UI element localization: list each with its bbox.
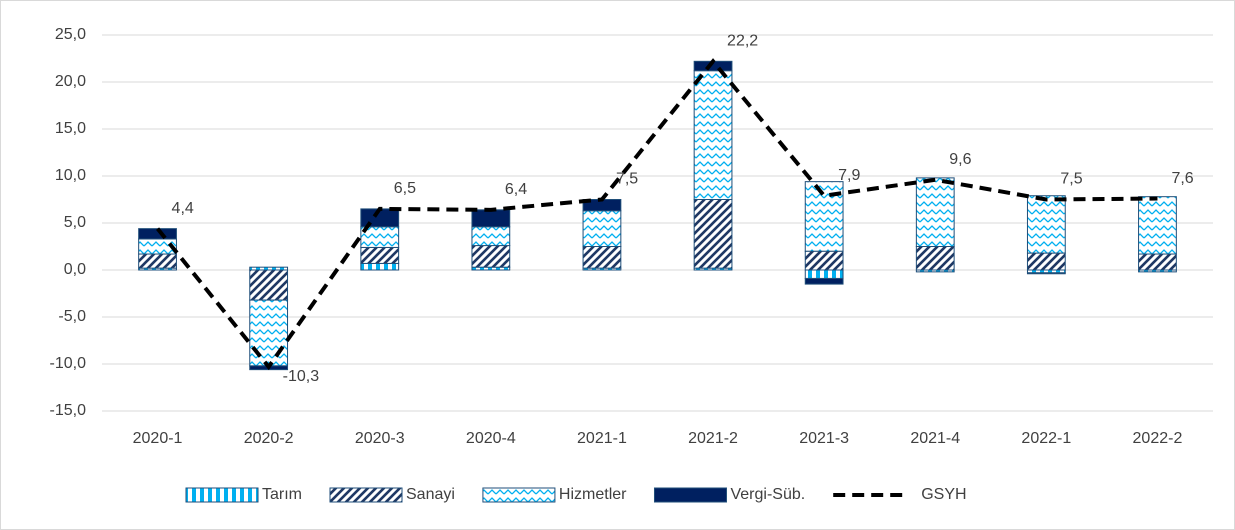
y-tick-label: 15,0	[55, 120, 86, 137]
y-tick-label: 10,0	[55, 167, 86, 184]
y-tick-label: 25,0	[55, 26, 86, 43]
bar-segment	[804, 277, 844, 285]
bar-segment	[360, 246, 400, 264]
x-tick-label: 2020-1	[133, 430, 183, 447]
x-tick-label: 2020-2	[244, 430, 294, 447]
x-tick-label: 2020-4	[466, 430, 516, 447]
bar-segment	[471, 226, 511, 247]
data-label: 4,4	[172, 200, 194, 217]
legend-swatch	[329, 487, 403, 503]
bar-segment	[1026, 272, 1066, 275]
bar-segment	[249, 299, 289, 367]
y-tick-label: -15,0	[50, 402, 87, 419]
bar-segment	[693, 199, 733, 269]
legend-label: Tarım	[262, 486, 302, 503]
bar-segment	[804, 269, 844, 279]
data-label: 22,2	[727, 33, 758, 50]
y-tick-label: -5,0	[58, 308, 86, 325]
legend-label: Vergi-Süb.	[730, 486, 805, 503]
data-label: 7,9	[838, 167, 860, 184]
x-tick-label: 2021-3	[799, 430, 849, 447]
bar-segment	[693, 70, 733, 200]
bar-segment	[360, 262, 400, 271]
bar-segment	[1138, 196, 1177, 255]
bar-segment	[1138, 253, 1177, 271]
x-tick-label: 2021-2	[688, 430, 738, 447]
legend-swatch	[482, 487, 556, 503]
legend-label: GSYH	[921, 486, 966, 503]
y-tick-label: 20,0	[55, 73, 86, 90]
data-label: 9,6	[949, 151, 971, 168]
data-label: -10,3	[283, 368, 320, 385]
bar-segment	[915, 177, 955, 248]
legend-label: Hizmetler	[559, 486, 627, 503]
bar-segment	[1026, 252, 1066, 271]
legend-label: Sanayi	[406, 486, 455, 503]
y-tick-label: 0,0	[64, 261, 86, 278]
bar-segment	[915, 246, 955, 271]
bar-segment	[138, 253, 177, 269]
bar-segment	[471, 245, 511, 268]
bar-segment	[804, 250, 844, 271]
legend-swatch	[653, 487, 727, 503]
x-tick-label: 2022-1	[1021, 430, 1071, 447]
bar-segment	[138, 228, 177, 240]
x-tick-label: 2020-3	[355, 430, 405, 447]
x-tick-label: 2021-4	[910, 430, 960, 447]
bar-segment	[471, 209, 511, 228]
bar-segment	[1026, 195, 1066, 254]
line-series	[155, 58, 1158, 371]
data-label: 6,4	[505, 181, 527, 198]
x-tick-label: 2022-2	[1133, 430, 1183, 447]
legend-swatch	[185, 487, 259, 503]
data-label: 7,5	[616, 171, 638, 188]
x-tick-label: 2021-1	[577, 430, 627, 447]
data-label: 6,5	[394, 180, 416, 197]
y-tick-label: 5,0	[64, 214, 86, 231]
bar-segment	[582, 246, 622, 269]
data-label: 7,6	[1171, 170, 1193, 187]
data-label: 7,5	[1060, 171, 1082, 188]
bar-segment	[582, 210, 622, 247]
bar-segment	[249, 269, 289, 301]
y-tick-label: -10,0	[50, 355, 87, 372]
